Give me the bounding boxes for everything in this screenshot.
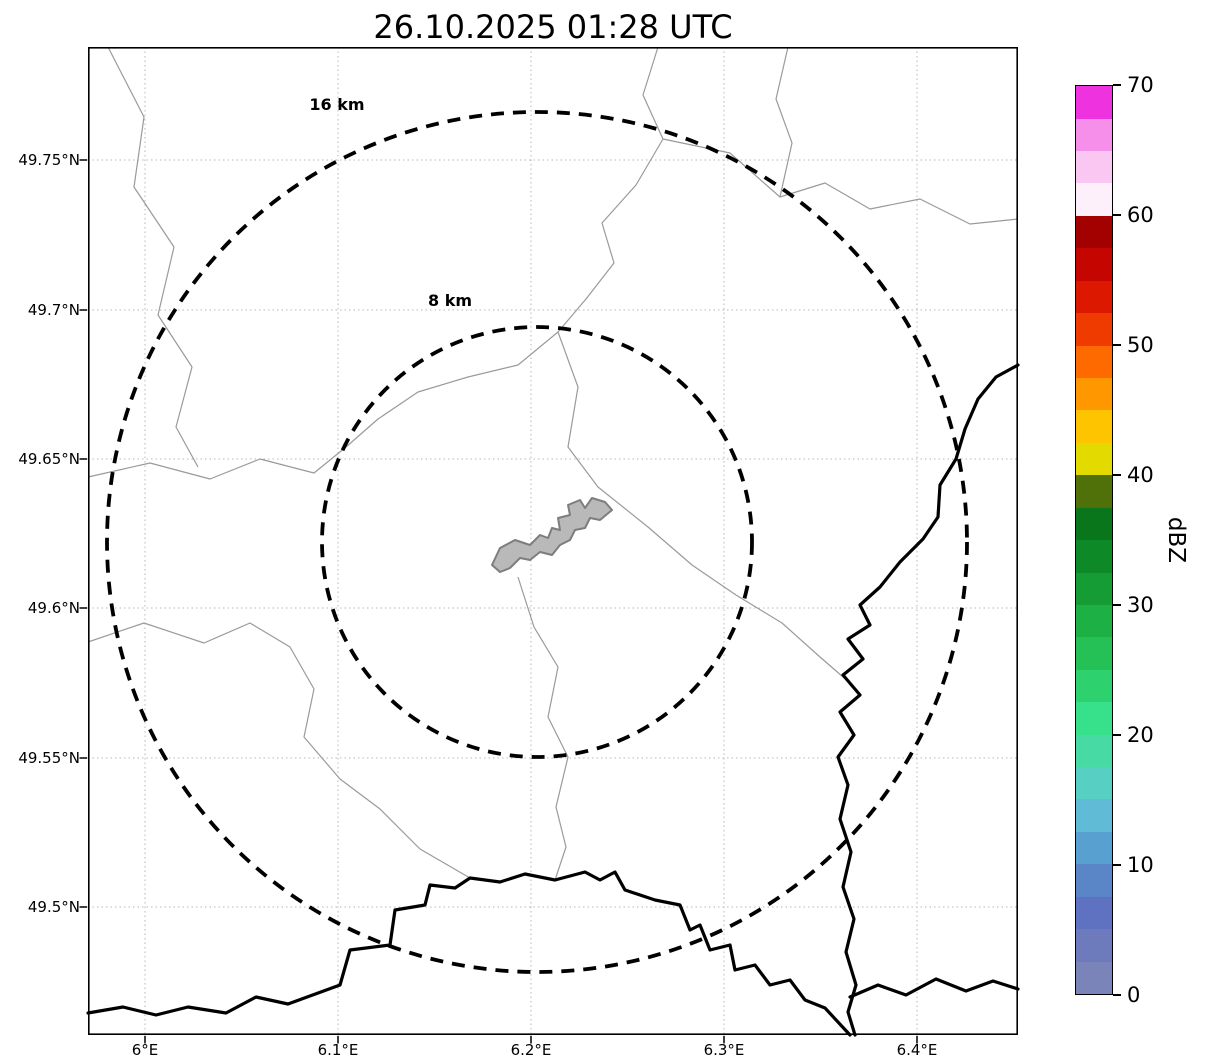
colorbar-segment bbox=[1076, 118, 1112, 152]
y-tick-label: 49.75°N bbox=[18, 151, 80, 169]
colorbar-segment bbox=[1076, 669, 1112, 703]
east-border-river-line bbox=[836, 363, 1020, 1037]
colorbar-tick-mark bbox=[1113, 84, 1121, 86]
district-border-line bbox=[557, 46, 664, 333]
district-border-lines bbox=[87, 46, 1019, 881]
colorbar-segment bbox=[1076, 410, 1112, 443]
x-tick-label: 6.2°E bbox=[510, 1041, 552, 1059]
colorbar-segment bbox=[1076, 507, 1112, 541]
x-tick-label: 6.3°E bbox=[703, 1041, 745, 1059]
radar-map-plot: 16 km 8 km bbox=[79, 46, 1020, 1044]
colorbar-segment bbox=[1076, 280, 1112, 314]
city-area-shape bbox=[491, 497, 613, 573]
country-border-lines bbox=[86, 363, 1020, 1037]
colorbar-tick-label: 60 bbox=[1127, 203, 1154, 227]
colorbar-tick-label: 50 bbox=[1127, 333, 1154, 357]
y-tick-label: 49.7°N bbox=[27, 301, 80, 319]
y-tick-label: 49.65°N bbox=[18, 450, 80, 468]
colorbar-segment bbox=[1076, 248, 1112, 281]
southeast-border-line bbox=[848, 977, 1020, 999]
colorbar-segment bbox=[1076, 637, 1112, 670]
colorbar-segment bbox=[1076, 864, 1112, 897]
colorbar-tick-mark bbox=[1113, 734, 1121, 736]
colorbar-segment bbox=[1076, 86, 1112, 119]
district-border-line bbox=[87, 331, 559, 480]
colorbar-segment bbox=[1076, 767, 1112, 800]
colorbar-tick-label: 70 bbox=[1127, 73, 1154, 97]
y-tick-label: 49.6°N bbox=[27, 599, 80, 617]
range-ring-label-8km: 8 km bbox=[428, 291, 472, 310]
colorbar-tick-mark bbox=[1113, 864, 1121, 866]
colorbar-segment bbox=[1076, 313, 1112, 346]
range-ring-8km bbox=[320, 325, 754, 759]
colorbar-tick-mark bbox=[1113, 344, 1121, 346]
colorbar-tick-label: 20 bbox=[1127, 723, 1154, 747]
district-border-line bbox=[107, 46, 199, 468]
colorbar-tick-mark bbox=[1113, 474, 1121, 476]
colorbar-tick-label: 30 bbox=[1127, 593, 1154, 617]
dbz-colorbar bbox=[1075, 85, 1113, 995]
colorbar-segment bbox=[1076, 475, 1112, 508]
colorbar-segment bbox=[1076, 540, 1112, 573]
colorbar-axis-label: dBZ bbox=[1163, 516, 1189, 564]
colorbar-segment bbox=[1076, 572, 1112, 605]
colorbar-tick-area: 0 10 20 30 40 50 60 70 bbox=[1113, 73, 1198, 1007]
colorbar-segment bbox=[1076, 345, 1112, 378]
colorbar-tick-label: 10 bbox=[1127, 853, 1154, 877]
colorbar-segment bbox=[1076, 604, 1112, 638]
colorbar-segment bbox=[1076, 799, 1112, 832]
colorbar-segment bbox=[1076, 702, 1112, 735]
colorbar-segment bbox=[1076, 734, 1112, 768]
colorbar-segment bbox=[1076, 831, 1112, 865]
colorbar-segment bbox=[1076, 961, 1112, 994]
colorbar-tick-mark bbox=[1113, 604, 1121, 606]
plot-title: 26.10.2025 01:28 UTC bbox=[373, 8, 733, 46]
district-border-line bbox=[87, 622, 471, 879]
south-border-line bbox=[86, 870, 852, 1037]
axis-tick-marks bbox=[79, 159, 918, 1044]
colorbar-segment bbox=[1076, 151, 1112, 184]
colorbar-segment bbox=[1076, 183, 1112, 216]
colorbar-tick-label: 40 bbox=[1127, 463, 1154, 487]
y-tick-label: 49.5°N bbox=[27, 898, 80, 916]
x-tick-label: 6.1°E bbox=[317, 1041, 359, 1059]
y-tick-label: 49.55°N bbox=[18, 749, 80, 767]
colorbar-segment bbox=[1076, 929, 1112, 962]
range-ring-label-16km: 16 km bbox=[309, 95, 364, 114]
district-border-line bbox=[517, 576, 569, 881]
colorbar-segment bbox=[1076, 442, 1112, 476]
district-border-line bbox=[557, 331, 737, 596]
plot-border bbox=[88, 47, 1019, 1036]
district-border-line bbox=[735, 594, 851, 684]
colorbar-tick-label: 0 bbox=[1127, 983, 1141, 1007]
colorbar-segment bbox=[1076, 215, 1112, 249]
colorbar-segment bbox=[1076, 896, 1112, 930]
colorbar-tick-mark bbox=[1113, 994, 1121, 996]
x-tick-label: 6°E bbox=[131, 1041, 159, 1059]
range-ring-16km bbox=[105, 110, 969, 974]
x-tick-label: 6.4°E bbox=[896, 1041, 938, 1059]
district-border-line bbox=[775, 46, 793, 198]
colorbar-segment bbox=[1076, 377, 1112, 411]
colorbar-tick-mark bbox=[1113, 214, 1121, 216]
